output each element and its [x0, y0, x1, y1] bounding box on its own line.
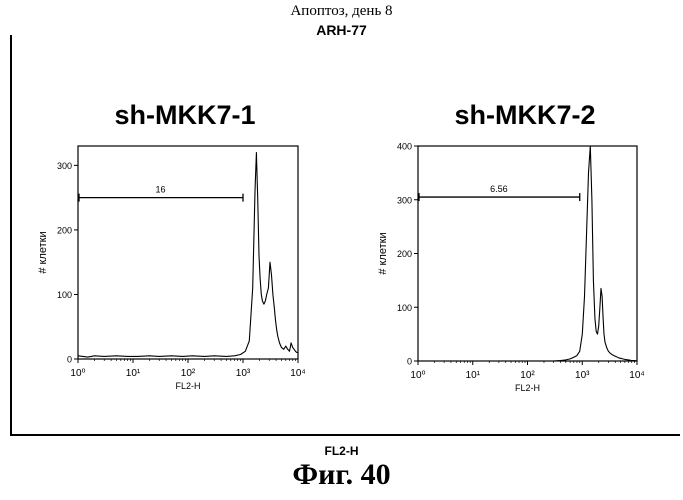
figure-x-axis-label: FL2-H — [0, 444, 683, 458]
panel-1-plot-frame — [78, 146, 298, 359]
figure-caption: Фиг. 40 — [0, 458, 683, 492]
panel-2-y-tick-label: 200 — [397, 249, 412, 259]
panel-2-x-tick-label: 10⁴ — [629, 370, 644, 381]
panel-1-y-axis-label: # клетки — [37, 231, 49, 273]
panel-2-y-tick-label: 0 — [407, 357, 412, 367]
panel-1-y-tick-label: 200 — [57, 225, 72, 235]
panel-1-gate-label: 16 — [155, 185, 165, 195]
panel-2-y-tick-label: 300 — [397, 195, 412, 205]
panel-1-x-axis-label: FL2-H — [175, 381, 200, 391]
panel-1-y-tick-label: 300 — [57, 161, 72, 171]
panel-2-x-tick-label: 10² — [520, 370, 535, 381]
panel-1-x-tick-label: 10⁰ — [70, 368, 85, 379]
panel-2-y-tick-label: 100 — [397, 303, 412, 313]
panel-1-y-tick-label: 0 — [67, 355, 72, 365]
panel-2-x-tick-label: 10¹ — [466, 370, 481, 381]
panel-2-x-tick-label: 10⁰ — [410, 370, 425, 381]
panel-1-y-tick-label: 100 — [57, 290, 72, 300]
panel-2-gate-label: 6.56 — [490, 184, 508, 194]
panel-1-x-tick-label: 10¹ — [126, 368, 141, 379]
panel-2-x-axis-label: FL2-H — [515, 383, 540, 393]
panel-2-y-axis-label: # клетки — [377, 232, 389, 274]
panel-1-x-tick-label: 10³ — [236, 368, 251, 379]
panel-2-x-tick-label: 10³ — [575, 370, 590, 381]
panel-1-x-tick-label: 10⁴ — [290, 368, 305, 379]
panel-1-histogram-line — [78, 153, 298, 358]
panel-1-x-tick-label: 10² — [181, 368, 196, 379]
panel-2-histogram-line — [418, 146, 637, 361]
panel-2-y-tick-label: 400 — [397, 142, 412, 152]
